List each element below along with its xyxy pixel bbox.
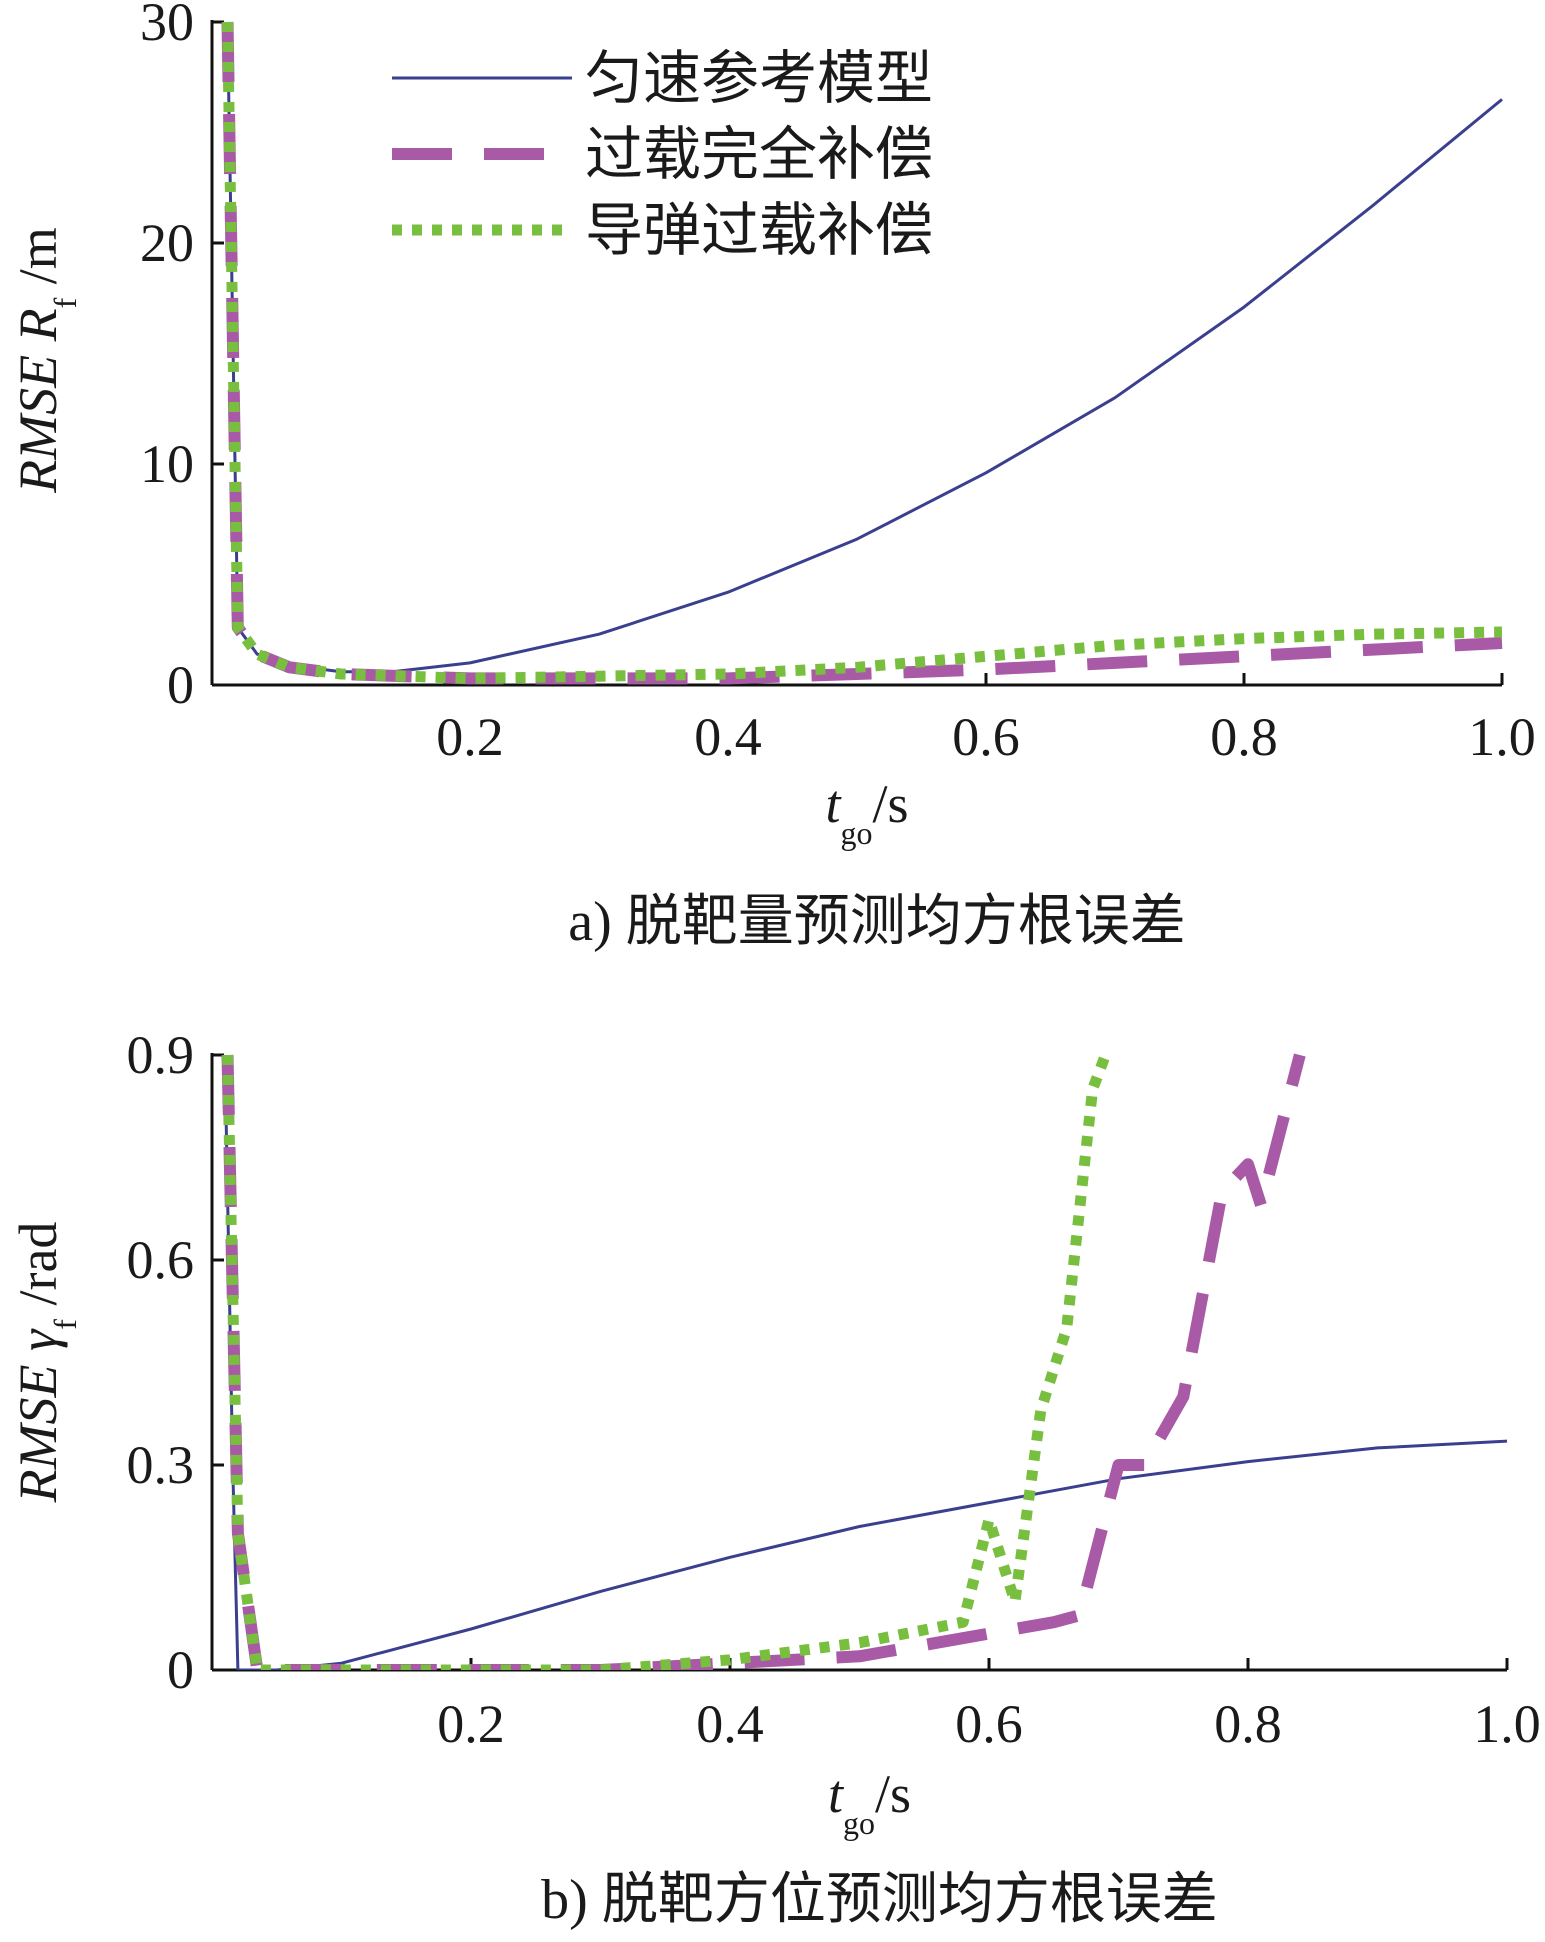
- series-line-2: [221, 21, 1503, 685]
- x-axis-label: tgo/s: [825, 774, 908, 851]
- x-tick-label: 0.6: [952, 707, 1020, 767]
- series-line-3: [222, 1053, 1111, 1670]
- y-tick-label: 0.6: [127, 1230, 195, 1290]
- y-tick-label: 30: [140, 0, 194, 52]
- x-tick-label: 0.2: [437, 1694, 505, 1754]
- x-tick-label: 1.0: [1473, 1694, 1541, 1754]
- x-tick-label: 0.8: [1210, 707, 1278, 767]
- series-line-3: [222, 21, 1503, 684]
- y-tick-label: 0: [167, 1640, 194, 1700]
- x-tick-label: 0.4: [694, 707, 762, 767]
- series-line-1: [226, 21, 1503, 674]
- x-axis-label: tgo/s: [828, 1764, 911, 1841]
- x-tick-label: 1.0: [1468, 707, 1536, 767]
- x-tick-label: 0.2: [436, 707, 504, 767]
- y-tick-label: 20: [140, 213, 194, 273]
- x-tick-label: 0.8: [1214, 1694, 1282, 1754]
- chart-panel-b: 0 0.3 0.6 0.9 0.2 0.4 0.6 0.8 1.0 tgo/s RMSE γf /r…: [8, 1025, 1541, 1931]
- panel-caption: b) 脱靶方位预测均方根误差: [541, 1869, 1218, 1931]
- series-line-2: [221, 1053, 1306, 1670]
- y-tick-label: 0: [167, 655, 194, 715]
- chart-panel-a: 0 10 20 30 0.2 0.4 0.6 0.8 1.0 tgo/s RMSE Rf /m a) …: [8, 0, 1536, 953]
- legend-label: 过载完全补偿: [585, 122, 933, 187]
- legend-label: 匀速参考模型: [585, 46, 933, 111]
- series-line-1: [223, 1054, 1508, 1670]
- x-tick-label: 0.4: [696, 1694, 764, 1754]
- y-tick-label: 0.9: [127, 1025, 195, 1085]
- x-tick-label: 0.6: [955, 1694, 1023, 1754]
- y-axis-label: RMSE γf /rad: [8, 1222, 83, 1504]
- panel-caption: a) 脱靶量预测均方根误差: [568, 891, 1186, 953]
- y-tick-label: 0.3: [127, 1435, 195, 1495]
- legend-label: 导弹过载补偿: [585, 198, 933, 263]
- y-axis-label: RMSE Rf /m: [8, 227, 83, 494]
- y-tick-label: 10: [140, 434, 194, 494]
